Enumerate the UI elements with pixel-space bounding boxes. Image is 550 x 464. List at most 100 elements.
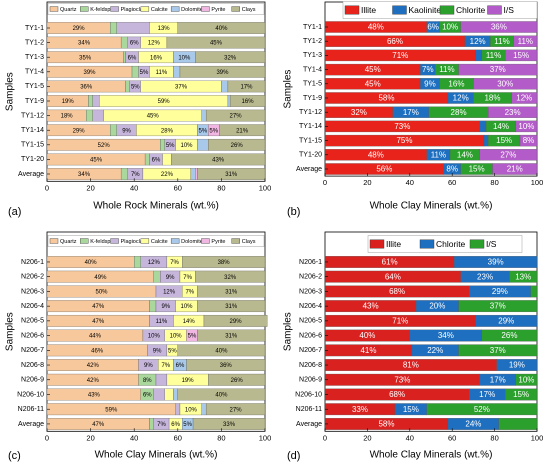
- value-label: 43%: [212, 157, 225, 163]
- legend-label: K-feldspar: [90, 239, 115, 245]
- x-tick-label: 0: [45, 183, 49, 192]
- x-tick-label: 0: [45, 433, 49, 442]
- y-tick-label: N206-1: [21, 259, 44, 266]
- value-label: 26%: [231, 143, 244, 149]
- value-label: 36%: [80, 84, 93, 90]
- legend-swatch: [487, 5, 502, 15]
- legend-swatch: [110, 238, 119, 244]
- y-tick-label: N206-11: [18, 406, 44, 413]
- value-label: 14%: [183, 319, 196, 325]
- legend-label: Pyrite: [211, 7, 225, 13]
- y-tick-label: TY1-15: [299, 137, 322, 144]
- bar-segment: [123, 51, 126, 64]
- bar-segment: [177, 344, 266, 357]
- bar-segment: [171, 153, 266, 166]
- legend-swatch: [201, 238, 210, 244]
- bar-segment: [192, 418, 266, 430]
- value-label: 5%: [131, 84, 140, 90]
- value-label: 36%: [220, 363, 233, 369]
- value-label: 45%: [210, 41, 223, 47]
- value-label: 35%: [79, 55, 92, 61]
- value-label: 15%: [469, 165, 485, 174]
- x-tick-label: 20: [86, 183, 94, 192]
- bar-segment: [190, 168, 196, 180]
- y-tick-label: TY1-20: [299, 152, 322, 159]
- x-tick-label: 60: [448, 433, 456, 442]
- panel-label: (b): [287, 206, 300, 218]
- value-label: 11%: [486, 51, 501, 60]
- value-label: 10%: [518, 375, 534, 384]
- bar-segment: [488, 106, 538, 118]
- bar-segment: [92, 109, 104, 122]
- bar-segment: [203, 314, 268, 327]
- value-label: 26%: [231, 378, 244, 384]
- value-label: 16%: [150, 55, 163, 61]
- bar-segment: [182, 256, 266, 268]
- bar-segment: [149, 418, 154, 430]
- value-label: 44%: [89, 334, 102, 340]
- value-label: 7%: [161, 363, 170, 369]
- value-label: 16%: [448, 79, 464, 88]
- value-label: 7%: [170, 260, 179, 266]
- value-label: 5%: [168, 348, 177, 354]
- value-label: 6%: [171, 422, 180, 428]
- value-label: 11%: [439, 65, 454, 74]
- x-tick-label: 20: [363, 178, 371, 187]
- y-axis-title: Samples: [283, 312, 294, 351]
- bar-segment: [197, 285, 266, 298]
- legend-box: [47, 235, 265, 247]
- y-tick-label: N206-2: [21, 274, 44, 281]
- value-label: 27%: [230, 407, 243, 413]
- legend-swatch: [344, 5, 360, 15]
- x-tick-label: 40: [406, 433, 414, 442]
- bar-segment: [166, 36, 266, 49]
- value-label: 7%: [157, 422, 166, 428]
- bar-segment: [205, 403, 266, 416]
- value-label: 45%: [147, 114, 160, 120]
- value-label: 10%: [181, 304, 194, 310]
- bar-segment: [201, 403, 207, 416]
- bar-segment: [483, 134, 489, 147]
- value-label: 47%: [92, 304, 105, 310]
- legend-swatch: [80, 6, 89, 12]
- bar-segment: [481, 329, 538, 342]
- value-label: 66%: [387, 37, 403, 46]
- bar-segment: [164, 388, 174, 401]
- value-label: 45%: [90, 157, 103, 163]
- y-tick-label: N206-5: [299, 318, 322, 325]
- value-label: 31%: [225, 334, 238, 340]
- legend-box: [47, 3, 265, 15]
- value-label: 34%: [438, 331, 454, 340]
- value-label: 9%: [153, 348, 162, 354]
- value-label: 37%: [175, 84, 188, 90]
- value-label: 6%: [176, 363, 185, 369]
- value-label: 10%: [170, 334, 183, 340]
- value-label: 37%: [490, 65, 506, 74]
- legend-label: Illite: [386, 239, 401, 249]
- value-label: 8%: [143, 378, 152, 384]
- value-label: 61%: [382, 258, 398, 267]
- bar-segment: [179, 65, 266, 78]
- bar-segment: [116, 22, 150, 34]
- value-label: 20%: [429, 302, 445, 311]
- bar-segment: [110, 22, 117, 34]
- value-label: 11%: [494, 37, 509, 46]
- y-tick-label: TY1-1: [25, 25, 44, 32]
- value-label: 11%: [156, 70, 168, 76]
- value-label: 64%: [385, 272, 401, 281]
- value-label: 75%: [396, 136, 412, 145]
- y-tick-label: Average: [18, 421, 44, 428]
- bar-segment: [426, 403, 538, 416]
- value-label: 71%: [392, 51, 408, 60]
- value-label: 58%: [378, 420, 394, 429]
- value-label: 59%: [105, 407, 118, 413]
- value-label: 7%: [183, 275, 192, 281]
- value-label: 46%: [91, 348, 104, 354]
- legend-swatch: [80, 238, 89, 244]
- y-tick-label: N206-4: [299, 303, 322, 310]
- bar-segment: [511, 92, 538, 104]
- y-tick-label: Average: [18, 171, 44, 178]
- bar-segment: [173, 388, 178, 401]
- value-label: 41%: [360, 346, 376, 355]
